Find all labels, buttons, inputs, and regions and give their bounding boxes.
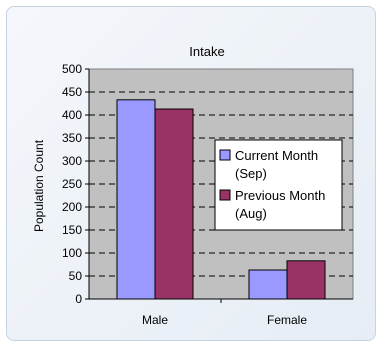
bar (116, 99, 156, 300)
legend-swatch (219, 189, 231, 201)
y-tick-label: 400 (62, 108, 82, 122)
y-tick-label: 100 (62, 246, 82, 260)
y-tick-label: 250 (62, 177, 82, 191)
legend-label: (Aug) (235, 206, 267, 221)
y-tick-label: 50 (69, 269, 83, 283)
legend-box (214, 139, 343, 231)
y-axis-label: Population Count (32, 139, 46, 232)
x-tick-label: Female (267, 313, 307, 327)
bar (286, 260, 326, 300)
y-tick-label: 0 (75, 292, 82, 306)
legend-swatch (219, 149, 231, 161)
y-tick-label: 200 (62, 200, 82, 214)
x-tick-label: Male (142, 313, 168, 327)
y-tick-label: 350 (62, 131, 82, 145)
y-tick-label: 500 (62, 62, 82, 76)
bar (154, 108, 194, 300)
legend-label: Current Month (235, 148, 318, 163)
legend-label: (Sep) (235, 166, 267, 181)
y-tick-label: 450 (62, 85, 82, 99)
bar (248, 269, 288, 300)
chart-title: Intake (189, 44, 224, 59)
y-tick-label: 300 (62, 154, 82, 168)
y-tick-label: 150 (62, 223, 82, 237)
legend-label: Previous Month (235, 188, 325, 203)
